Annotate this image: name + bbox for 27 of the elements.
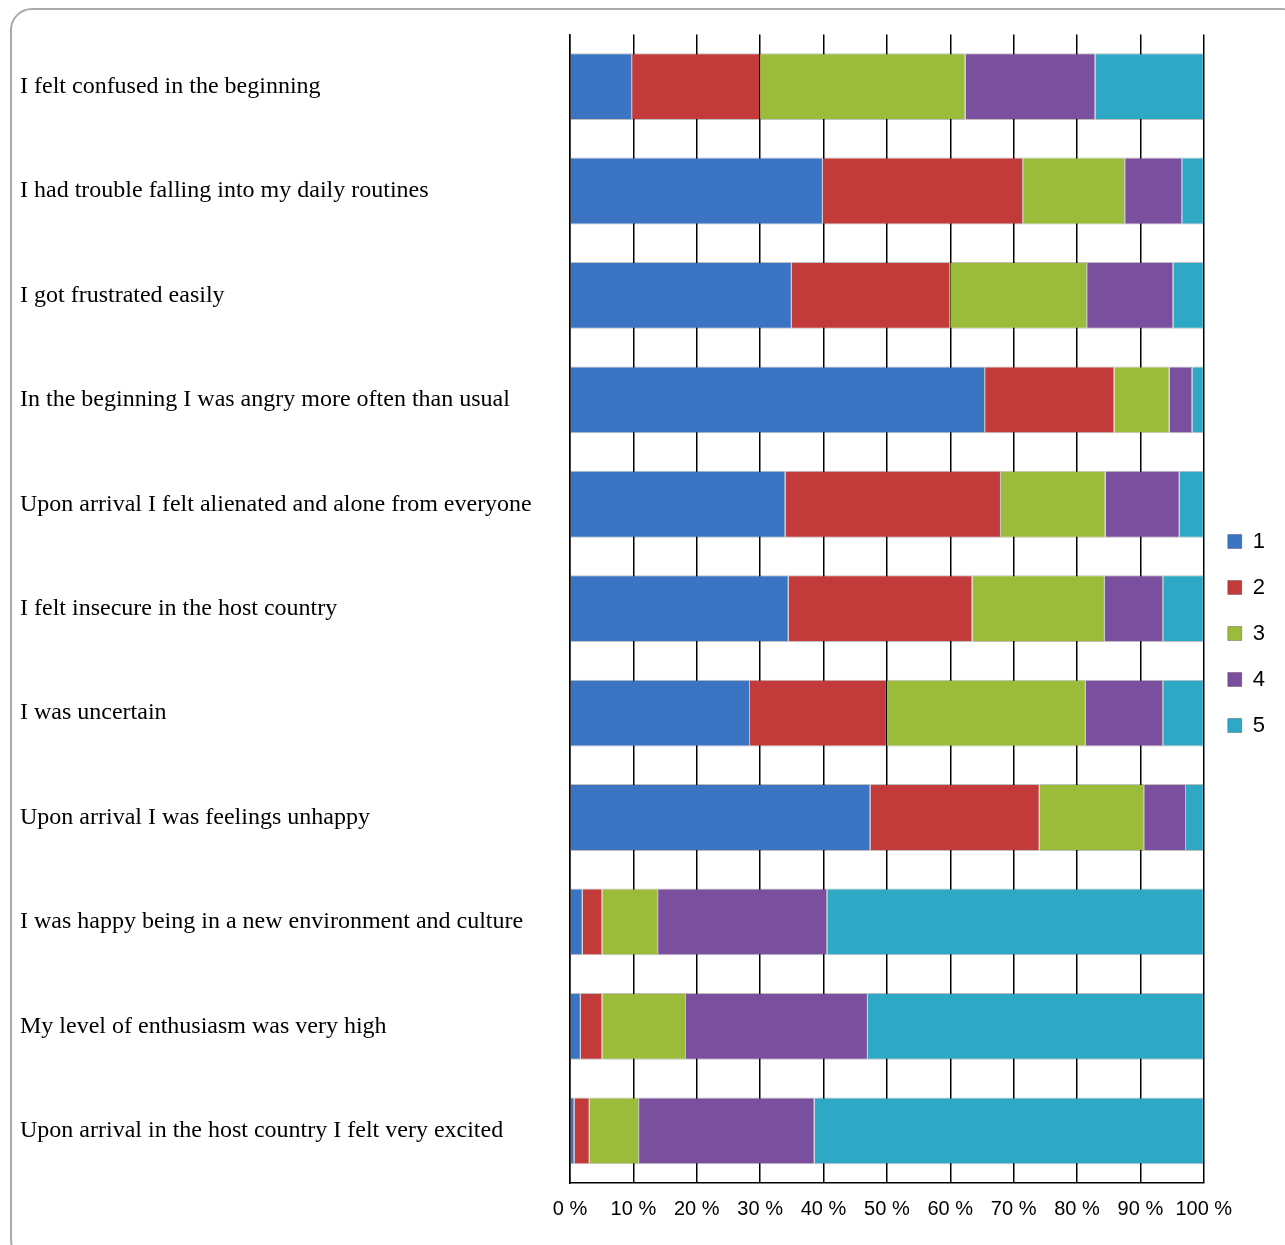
y-tick-label: Upon arrival I felt alienated and alone from everyone: [20, 489, 532, 516]
x-tick-label: 50 %: [864, 1196, 910, 1219]
x-tick-label: 0 %: [552, 1196, 588, 1219]
legend-label: 2: [1252, 573, 1266, 599]
y-tick-label: I got frustrated easily: [20, 280, 225, 307]
y-tick-label: I was uncertain: [20, 698, 167, 725]
legend-label: 4: [1252, 665, 1266, 691]
x-tick-label: 10 %: [610, 1196, 657, 1219]
y-tick-label: My level of enthusiasm was very high: [20, 1011, 387, 1038]
legend-label: 1: [1252, 527, 1266, 553]
y-tick-label: I felt confused in the beginning: [20, 71, 321, 98]
legend-label: 3: [1252, 619, 1266, 645]
legend-label: 5: [1252, 711, 1266, 737]
x-tick-label: 100 %: [1175, 1196, 1233, 1219]
y-tick-label: I had trouble falling into my daily routines: [20, 176, 429, 203]
x-tick-label: 90 %: [1117, 1196, 1164, 1219]
x-tick-label: 80 %: [1054, 1196, 1101, 1219]
y-tick-label: I felt insecure in the host country: [20, 594, 338, 620]
x-tick-label: 40 %: [800, 1196, 847, 1219]
y-tick-label: In the beginning I was angry more often than usual: [20, 385, 511, 412]
y-tick-label: I was happy being in a new environment and culture: [20, 907, 524, 934]
x-tick-label: 60 %: [927, 1196, 974, 1219]
y-tick-label: Upon arrival in the host country I felt very excited: [20, 1116, 504, 1143]
x-tick-label: 70 %: [990, 1196, 1037, 1219]
y-tick-label: Upon arrival I was feelings unhappy: [20, 802, 370, 829]
x-tick-label: 20 %: [673, 1196, 720, 1219]
x-tick-label: 30 %: [737, 1196, 784, 1219]
